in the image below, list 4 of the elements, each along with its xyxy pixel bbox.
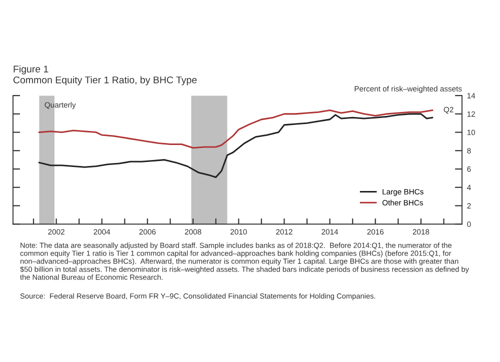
line-series [38, 113, 434, 178]
chart-subtitle: Common Equity Tier 1 Ratio, by BHC Type [13, 76, 197, 86]
chart-title: Figure 1 [14, 65, 48, 74]
line-series [38, 109, 434, 149]
